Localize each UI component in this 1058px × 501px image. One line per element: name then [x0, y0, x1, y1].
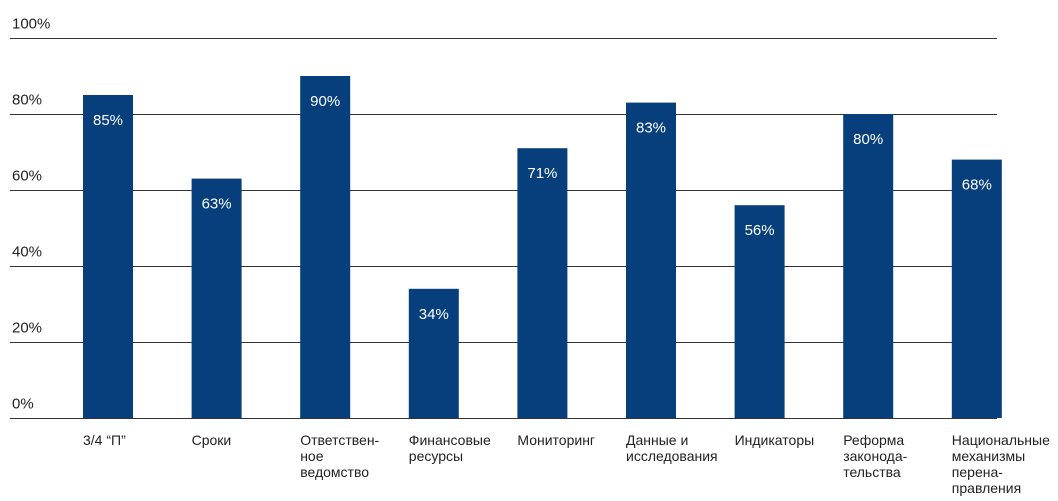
x-tick-label: Реформа законода-тельства	[843, 432, 907, 480]
bar	[734, 205, 785, 418]
x-tick-label-line: Сроки	[192, 432, 232, 448]
x-tick-label-line: Мониторинг	[517, 432, 595, 448]
x-tick-label-line: Данные и	[626, 432, 688, 448]
y-tick-label: 60%	[12, 168, 42, 185]
x-tick-label-line: Национальные	[952, 432, 1050, 448]
data-label: 56%	[745, 222, 775, 239]
x-tick-label-line: ресурсы	[409, 448, 463, 464]
x-tick-label-line: 3/4 “П”	[83, 432, 126, 448]
x-axis-ticks: 3/4 “П” Сроки Ответствен-ное ведомство Финан…	[83, 432, 1050, 496]
x-tick-label-line: тельства	[843, 464, 901, 480]
x-tick-label: Сроки	[192, 432, 232, 448]
data-label: 83%	[636, 120, 666, 137]
x-tick-label: Данные и исследования	[626, 432, 718, 464]
data-label: 68%	[962, 177, 992, 194]
data-label: 63%	[202, 196, 232, 213]
x-tick-label-line: перена-	[952, 464, 1003, 480]
x-tick-label-line: ведомство	[300, 464, 369, 480]
bar	[843, 114, 894, 418]
data-label: 80%	[853, 131, 883, 148]
x-tick-label-line: правления	[952, 480, 1021, 496]
x-tick-label-line: Индикаторы	[735, 432, 815, 448]
x-tick-label-line: Реформа	[843, 432, 904, 448]
y-tick-label: 100%	[12, 16, 50, 33]
x-tick-label-line: законода-	[843, 448, 907, 464]
x-tick-label-line: Ответствен-	[300, 432, 379, 448]
y-tick-label: 20%	[12, 320, 42, 337]
data-label: 34%	[419, 306, 449, 323]
y-tick-label: 80%	[12, 92, 42, 109]
bar	[626, 102, 676, 418]
y-tick-label: 0%	[12, 396, 34, 413]
x-tick-label-line: Финансовые	[409, 432, 491, 448]
y-axis-ticks: 0% 20% 40% 60% 80% 100%	[12, 16, 50, 413]
x-tick-label-line: механизмы	[952, 448, 1025, 464]
bar	[408, 288, 459, 418]
x-tick-label: Национальные механизмы перена-правления	[952, 432, 1050, 496]
bar	[517, 148, 568, 418]
x-tick-label: Финансовые ресурсы	[409, 432, 491, 464]
x-tick-label: 3/4 “П”	[83, 432, 126, 448]
bar	[300, 76, 351, 418]
y-tick-label: 40%	[12, 244, 42, 261]
data-labels: 85% 63% 90% 34% 71% 83% 56% 80% 68%	[93, 93, 992, 323]
x-tick-label: Индикаторы	[735, 432, 815, 448]
x-tick-label: Мониторинг	[517, 432, 595, 448]
x-tick-label: Ответствен-ное ведомство	[300, 432, 379, 480]
data-label: 85%	[93, 112, 123, 129]
bar	[83, 95, 133, 418]
bar	[191, 178, 242, 418]
data-label: 90%	[310, 93, 340, 110]
gridlines	[10, 38, 997, 419]
x-tick-label-line: исследования	[626, 448, 718, 464]
data-label: 71%	[527, 165, 557, 182]
bars	[83, 76, 1002, 418]
bar	[951, 159, 1002, 418]
x-tick-label-line: ное	[300, 448, 324, 464]
